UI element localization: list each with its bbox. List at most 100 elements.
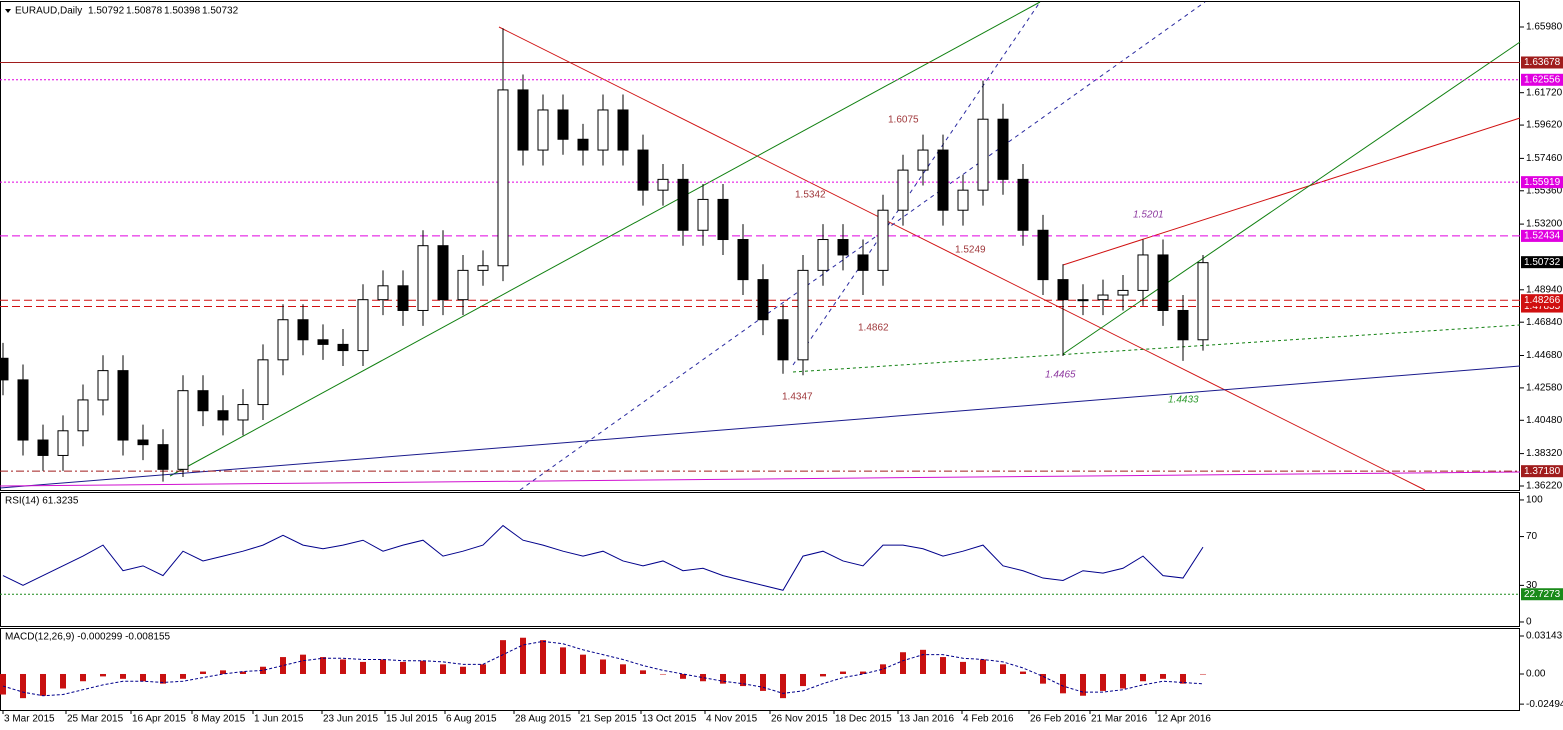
macd-bar: [540, 640, 546, 674]
x-tick-label: 8 May 2015: [193, 714, 246, 725]
rsi-title: RSI(14) 61.3235: [5, 496, 79, 507]
macd-bar: [400, 661, 406, 674]
candle-body: [257, 359, 269, 406]
x-tick-label: 12 Apr 2016: [1157, 714, 1211, 725]
candle-body: [1137, 254, 1149, 291]
candle-body: [157, 444, 169, 470]
macd-bar: [700, 673, 706, 682]
y-tick-label: 1.46840: [1526, 317, 1563, 328]
level-box: [1521, 588, 1563, 601]
candle-body: [657, 178, 669, 191]
trendline: [0, 471, 1521, 487]
y-tick-label: 1.36220: [1526, 481, 1563, 492]
x-tick-label: 21 Mar 2016: [1091, 714, 1148, 725]
macd-bar: [580, 654, 586, 674]
macd-bar: [120, 673, 126, 679]
macd-bar: [680, 673, 686, 679]
macd-bar: [60, 673, 66, 689]
x-tick-label: 4 Nov 2015: [706, 714, 758, 725]
candle-body: [237, 404, 249, 421]
candle-body: [397, 285, 409, 311]
candle-body: [677, 178, 689, 231]
candle-body: [977, 118, 989, 191]
y-tick-label: 0.03143: [1526, 631, 1563, 642]
level-label: 22.7273: [1524, 589, 1561, 600]
candle-body: [577, 138, 589, 151]
candle-body: [597, 109, 609, 151]
quote-high: 1.50878: [126, 6, 163, 17]
macd-bar: [140, 673, 146, 682]
macd-bar: [80, 673, 86, 682]
candle-body: [517, 89, 529, 151]
y-tick-label: 1.57460: [1526, 153, 1563, 164]
macd-bar: [20, 673, 26, 699]
quote-open: 1.50792: [88, 6, 125, 17]
annotation: 1.4347: [782, 392, 813, 403]
x-tick-label: 4 Feb 2016: [963, 714, 1014, 725]
macd-bar: [660, 673, 666, 675]
macd-bar: [220, 670, 226, 674]
macd-bar: [480, 664, 486, 674]
macd-bar: [1060, 673, 1066, 694]
candle-body: [1017, 178, 1029, 231]
trendline: [792, 324, 1521, 373]
candle-body: [837, 239, 849, 256]
y-tick-label: 0.00: [1526, 669, 1546, 680]
macd-bar: [440, 664, 446, 674]
level-label: 1.50732: [1524, 257, 1561, 268]
macd-title: MACD(12,26,9) -0.000299 -0.008155: [5, 632, 171, 643]
annotation: 1.5201: [1133, 210, 1164, 221]
y-tick-label: 1.53200: [1526, 219, 1563, 230]
candle-body: [557, 109, 569, 140]
menu-arrow[interactable]: [5, 9, 11, 13]
level-label: 1.62556: [1524, 74, 1561, 85]
macd-bar: [1000, 664, 1006, 674]
candle-body: [957, 189, 969, 211]
candle-body: [297, 319, 309, 341]
x-tick-label: 26 Feb 2016: [1030, 714, 1087, 725]
y-tick-label: 1.59620: [1526, 120, 1563, 131]
candle-body: [857, 254, 869, 271]
candle-body: [937, 149, 949, 211]
macd-bar: [920, 649, 926, 674]
candle-body: [477, 265, 489, 271]
macd-bar: [1040, 673, 1046, 684]
macd-bar: [40, 673, 46, 696]
annotation: 1.4862: [858, 323, 889, 334]
x-tick-label: 26 Nov 2015: [771, 714, 828, 725]
macd-bar: [1200, 673, 1206, 675]
candle-body: [317, 339, 329, 345]
macd-bar: [1020, 671, 1026, 674]
macd-bar: [960, 661, 966, 674]
candle-body: [1117, 289, 1129, 296]
candle-body: [137, 439, 149, 446]
candle-body: [57, 430, 69, 456]
macd-bar: [460, 666, 466, 674]
trendline: [169, 1, 1041, 477]
candle-body: [117, 370, 129, 441]
macd-bar: [820, 673, 826, 677]
macd-bar: [760, 673, 766, 691]
y-tick-label: 30: [1526, 580, 1538, 591]
trendline: [792, 1, 1041, 366]
macd-bar: [1160, 673, 1166, 679]
quote-close: 1.50732: [202, 6, 239, 17]
macd-bar: [800, 673, 806, 687]
trendline: [498, 26, 1426, 491]
macd-bar: [340, 659, 346, 674]
x-tick-label: 6 Aug 2015: [446, 714, 497, 725]
level-label: 1.37180: [1524, 466, 1561, 477]
macd-bar: [720, 673, 726, 684]
candle-body: [1157, 254, 1169, 311]
macd-bar: [500, 640, 506, 674]
candle-body: [797, 269, 809, 361]
y-tick-label: 1.38320: [1526, 448, 1563, 459]
macd-bar: [240, 671, 246, 674]
candle-body: [77, 399, 89, 432]
level-box: [1521, 294, 1563, 307]
price-panel: [0, 1, 1520, 491]
y-tick-label: 1.48940: [1526, 284, 1563, 295]
y-tick-label: 1.44680: [1526, 350, 1563, 361]
candle-body: [1057, 279, 1069, 301]
